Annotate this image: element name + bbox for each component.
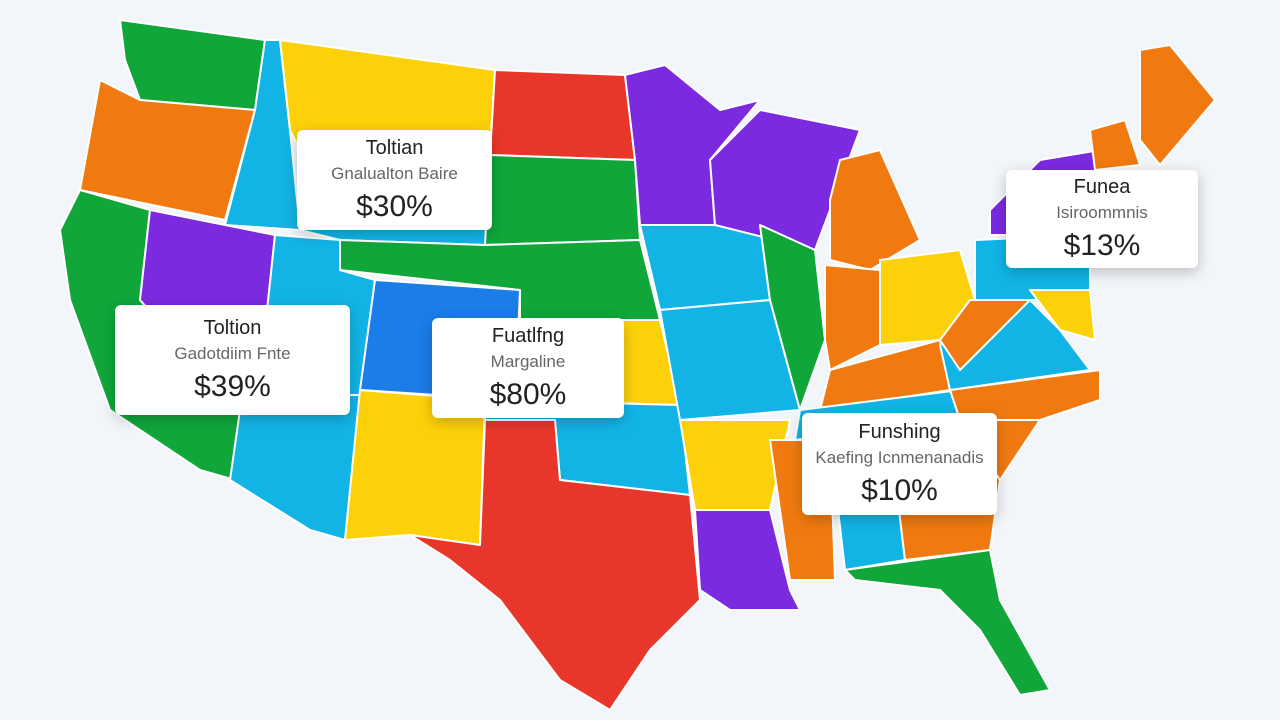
state <box>484 154 641 246</box>
card-subtitle: Margaline <box>490 351 566 371</box>
info-card: Funshing Kaefing Icnmenanadis $10% <box>802 413 997 515</box>
info-card: Funea Isiroommnis $13% <box>1006 170 1198 268</box>
card-value: $10% <box>861 473 938 507</box>
card-title: Funshing <box>858 420 941 443</box>
info-card: Toltion Gadotdiim Fnte $39% <box>115 305 350 415</box>
card-value: $30% <box>356 189 433 223</box>
card-subtitle: Kaefing Icnmenanadis <box>815 447 984 467</box>
state <box>1029 289 1096 341</box>
card-title: Toltion <box>203 316 262 339</box>
state <box>844 549 1051 696</box>
state <box>759 224 826 411</box>
card-title: Funea <box>1073 175 1131 198</box>
info-card: Fuatlfng Margaline $80% <box>432 318 624 418</box>
card-value: $39% <box>194 369 271 403</box>
state <box>489 69 636 161</box>
card-subtitle: Gnalualton Baire <box>331 163 458 183</box>
state <box>339 239 661 321</box>
state <box>1139 44 1216 166</box>
card-value: $13% <box>1063 228 1141 262</box>
card-value: $80% <box>489 377 567 411</box>
card-subtitle: Gadotdiim Fnte <box>174 343 291 363</box>
info-card: Toltian Gnalualton Baire $30% <box>297 130 492 230</box>
state <box>824 264 881 371</box>
state <box>229 394 361 541</box>
state <box>694 509 801 611</box>
card-title: Fuatlfng <box>491 324 565 347</box>
state <box>119 19 266 111</box>
state <box>639 224 771 311</box>
state <box>1089 119 1141 171</box>
card-subtitle: Isiroommnis <box>1056 202 1148 222</box>
card-title: Toltian <box>365 136 424 159</box>
state <box>829 149 921 271</box>
state <box>409 419 701 711</box>
